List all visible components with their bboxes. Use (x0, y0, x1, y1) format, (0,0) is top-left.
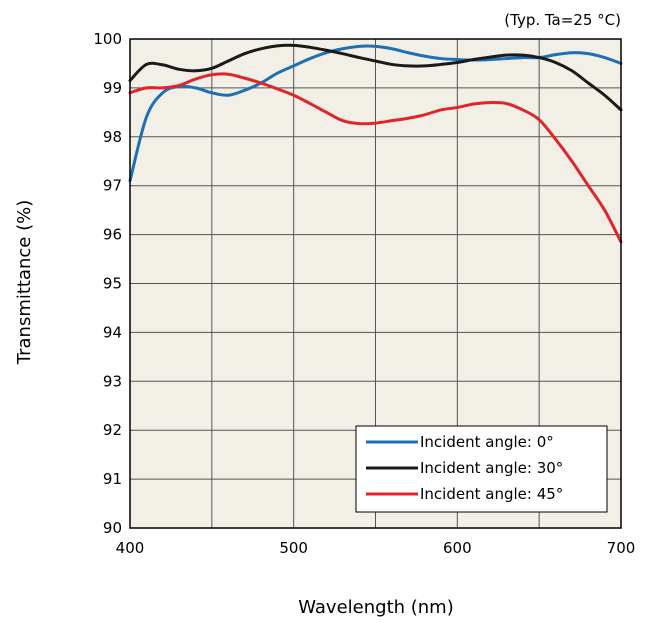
y-axis-title: Transmittance (%) (14, 200, 35, 366)
legend-label-1: Incident angle: 0° (420, 433, 554, 451)
legend-label-2: Incident angle: 30° (420, 459, 563, 477)
y-tick-label-96: 96 (103, 226, 122, 244)
y-tick-label-98: 98 (103, 128, 122, 146)
x-tick-label-500: 500 (279, 539, 308, 557)
series-line-3 (128, 72, 623, 244)
y-tick-label-100: 100 (93, 30, 122, 48)
y-tick-label-99: 99 (103, 79, 122, 97)
series-lines (128, 43, 623, 244)
legend: Incident angle: 0° Incident angle: 30° Inc… (355, 425, 608, 513)
tick-labels: 90 91 92 93 94 95 96 97 98 99 100 400 500 600 700 (93, 30, 635, 557)
y-tick-label-95: 95 (103, 275, 122, 293)
series-line-2 (128, 43, 623, 112)
y-tick-label-93: 93 (103, 372, 122, 390)
x-axis-title: Wavelength (nm) (298, 597, 454, 618)
y-tick-label-97: 97 (103, 177, 122, 195)
x-tick-label-600: 600 (443, 539, 472, 557)
condition-note: (Typ. Ta=25 °C) (504, 11, 621, 29)
legend-label-3: Incident angle: 45° (420, 485, 563, 503)
y-tick-label-90: 90 (103, 519, 122, 537)
x-tick-label-400: 400 (116, 539, 145, 557)
plot-border (129, 38, 622, 529)
y-tick-label-94: 94 (103, 323, 122, 341)
x-tick-label-700: 700 (607, 539, 636, 557)
y-tick-label-91: 91 (103, 470, 122, 488)
y-tick-label-92: 92 (103, 421, 122, 439)
